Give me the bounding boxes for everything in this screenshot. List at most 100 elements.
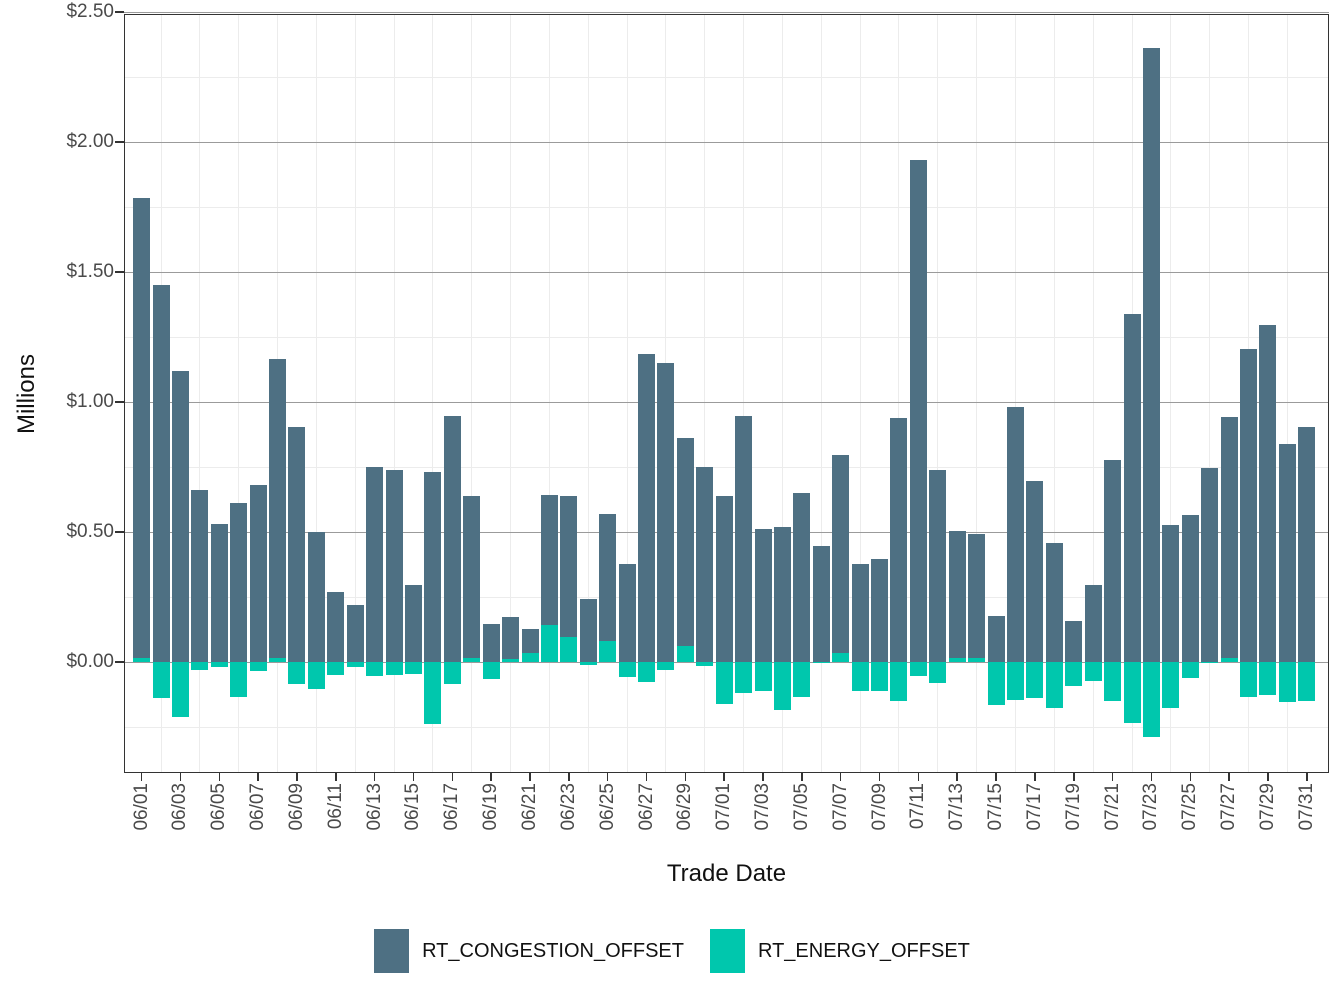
- bar-congestion: [1045, 543, 1063, 662]
- bar-congestion: [307, 532, 325, 662]
- bar-congestion: [1065, 621, 1083, 662]
- y-axis-title: Millions: [13, 354, 40, 435]
- x-tick-label: 07/03: [752, 783, 774, 831]
- bar-energy: [424, 662, 442, 724]
- gridline-vertical: [859, 14, 861, 773]
- x-tick-mark: [1150, 773, 1153, 781]
- bar-energy: [327, 662, 345, 675]
- gridline-vertical: [898, 14, 900, 773]
- bar-congestion: [249, 485, 267, 662]
- gridline-major: [124, 271, 1329, 273]
- bar-congestion: [424, 472, 442, 662]
- x-tick-mark: [917, 773, 920, 781]
- bar-congestion: [890, 417, 908, 662]
- x-tick-mark: [956, 773, 958, 781]
- x-tick-label: 07/11: [907, 783, 929, 830]
- bar-energy: [1278, 662, 1296, 702]
- bar-energy: [346, 662, 364, 667]
- bar-energy: [1007, 662, 1024, 701]
- x-tick-label: 06/17: [441, 783, 463, 831]
- bar-energy: [638, 662, 656, 682]
- x-tick-label: 07/05: [790, 783, 812, 831]
- bar-energy: [1181, 662, 1199, 678]
- bar-congestion: [715, 495, 733, 662]
- gridline-minor: [124, 467, 1329, 468]
- bar-energy: [249, 662, 267, 672]
- bar-congestion: [482, 623, 500, 662]
- bar-energy: [288, 662, 306, 685]
- x-tick-mark: [373, 773, 376, 781]
- x-tick-label: 07/01: [713, 783, 735, 831]
- bar-energy: [1045, 662, 1063, 709]
- bar-energy: [793, 662, 811, 698]
- x-tick-label: 07/27: [1218, 783, 1240, 831]
- x-tick-mark: [257, 773, 259, 781]
- bar-congestion: [773, 526, 791, 662]
- gridline-vertical: [937, 14, 939, 773]
- x-tick-label: 06/21: [519, 783, 540, 831]
- bar-energy: [599, 641, 617, 662]
- gridline-vertical: [354, 14, 356, 773]
- bar-congestion: [1026, 480, 1044, 662]
- bar-energy: [579, 662, 597, 665]
- legend-label-congestion: RT_CONGESTION_OFFSET: [422, 939, 684, 962]
- bar-congestion: [404, 585, 422, 662]
- x-tick-mark: [801, 773, 803, 781]
- bar-energy: [540, 624, 558, 662]
- bar-energy: [463, 658, 481, 662]
- x-tick-mark: [1111, 773, 1114, 781]
- x-tick-mark: [218, 773, 221, 781]
- x-tick-mark: [1189, 773, 1192, 781]
- bar-energy: [1220, 657, 1238, 662]
- bar-congestion: [909, 160, 927, 662]
- bar-energy: [948, 658, 966, 662]
- gridline-major: [124, 141, 1329, 143]
- gridline-vertical: [510, 14, 512, 773]
- x-tick-mark: [1267, 773, 1269, 781]
- bar-congestion: [929, 469, 947, 662]
- bar-energy: [618, 662, 636, 678]
- bar-energy: [404, 662, 422, 674]
- x-tick-label: 06/09: [285, 783, 307, 831]
- x-tick-label: 07/23: [1140, 783, 1162, 831]
- bar-energy: [1026, 662, 1044, 699]
- y-tick-label: $1.00: [66, 391, 114, 412]
- bar-congestion: [638, 353, 656, 662]
- x-tick-label: 07/31: [1295, 783, 1317, 831]
- gridline-major: [124, 401, 1329, 403]
- x-tick-label: 07/19: [1062, 783, 1084, 831]
- gridline-vertical: [1286, 14, 1288, 773]
- bar-energy: [230, 662, 248, 698]
- bar-congestion: [657, 363, 675, 662]
- bar-congestion: [288, 426, 306, 662]
- y-tick-mark: [115, 531, 124, 533]
- gridline-vertical: [704, 14, 706, 773]
- y-tick-label: $0.00: [66, 651, 114, 672]
- gridline-minor: [124, 207, 1329, 208]
- x-tick-label: 07/07: [829, 783, 851, 831]
- bar-energy: [521, 652, 539, 662]
- y-tick-mark: [115, 11, 124, 13]
- bar-congestion: [502, 616, 520, 659]
- bar-congestion: [1259, 325, 1277, 662]
- x-tick-mark: [568, 773, 570, 781]
- bar-congestion: [579, 599, 597, 662]
- bar-energy: [1298, 662, 1316, 701]
- bar-energy: [851, 662, 869, 692]
- bar-congestion: [385, 469, 403, 662]
- x-tick-mark: [1306, 773, 1308, 781]
- bar-congestion: [1007, 407, 1024, 662]
- gridline-minor: [124, 77, 1329, 78]
- y-tick-mark: [115, 141, 124, 143]
- legend-swatch-congestion: [374, 929, 410, 973]
- x-tick-mark: [412, 773, 415, 781]
- plot-panel: [124, 11, 1329, 773]
- gridline-vertical: [199, 14, 201, 773]
- bar-congestion: [346, 604, 364, 662]
- bar-energy: [1240, 662, 1258, 698]
- gridline-major: [124, 11, 1329, 13]
- bar-energy: [385, 662, 403, 675]
- x-tick-label: 07/25: [1179, 783, 1201, 831]
- gridline-minor: [124, 337, 1329, 338]
